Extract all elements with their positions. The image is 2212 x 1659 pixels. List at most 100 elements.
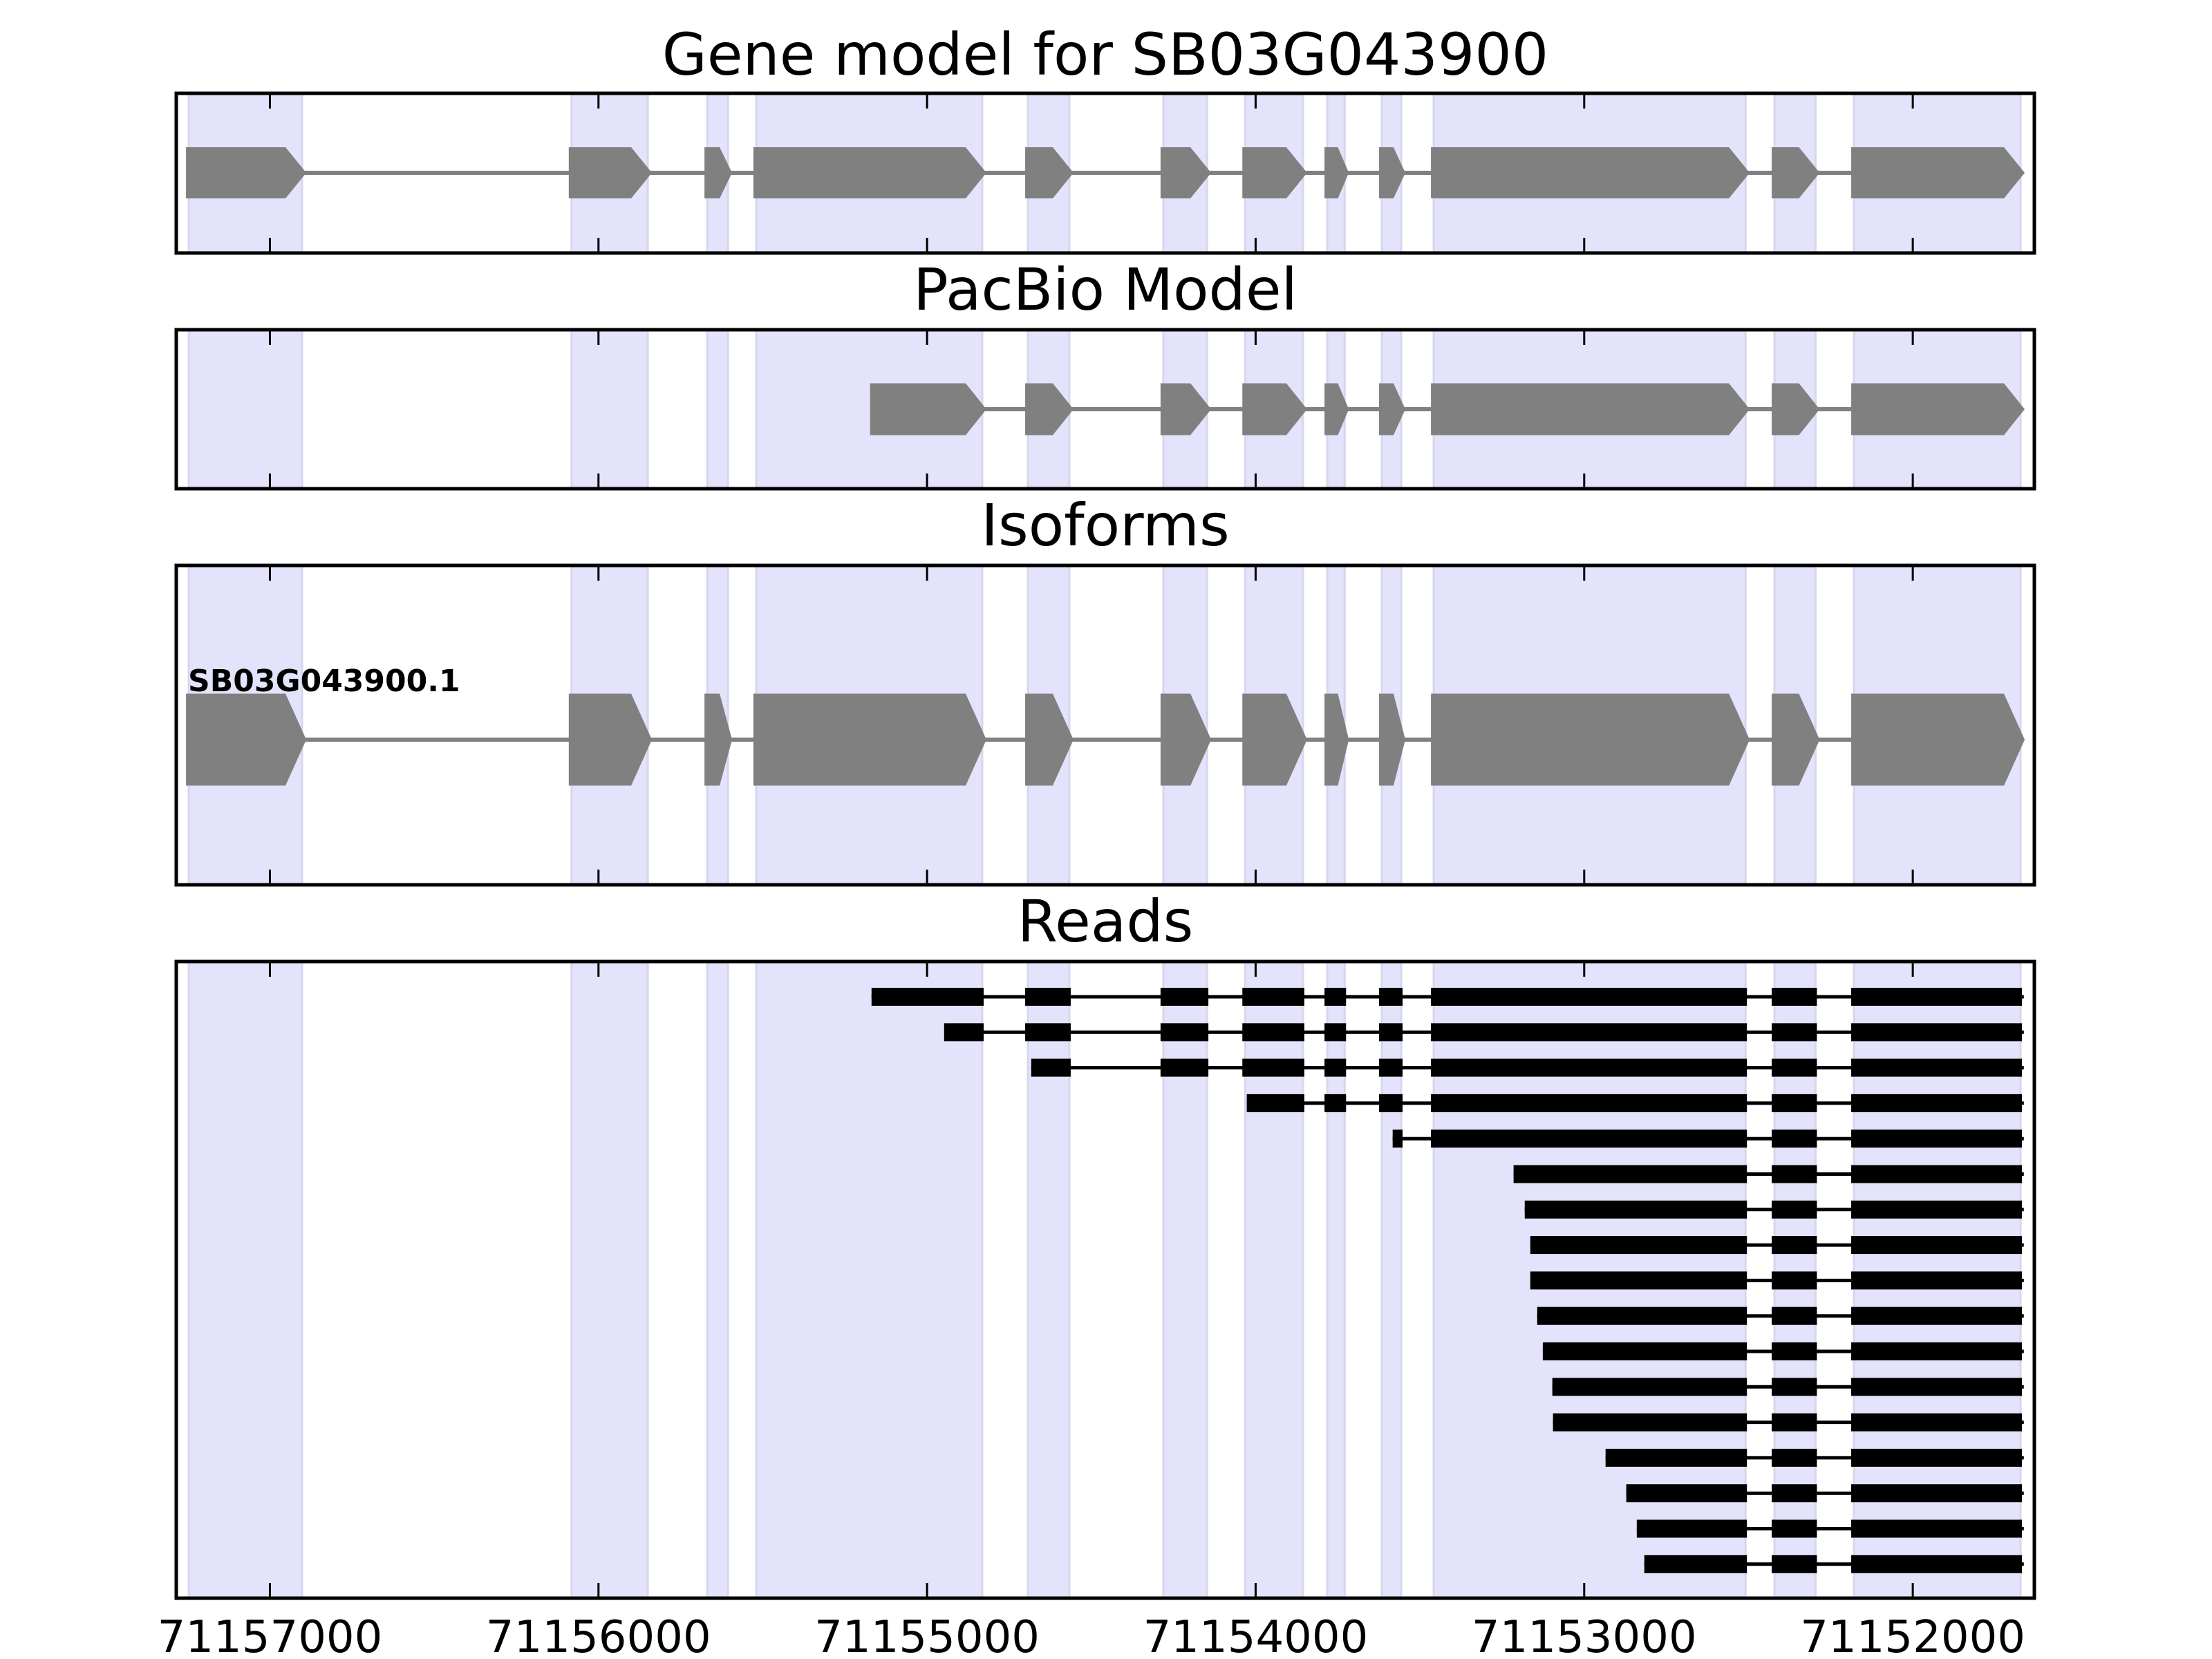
read-exon-block [1246, 1094, 1304, 1112]
read-exon-block [1636, 1519, 1747, 1538]
exon-shade-band [706, 960, 729, 1600]
exon-arrow [1772, 147, 1820, 198]
exon-arrow [568, 693, 653, 786]
panel-title-reads: Reads [1018, 888, 1194, 955]
exon-arrow [1378, 693, 1406, 786]
read-exon-block [1851, 1271, 2023, 1290]
exon-arrow [1160, 693, 1212, 786]
exon-shade-band [570, 960, 649, 1600]
exon-arrow [1851, 693, 2025, 786]
exon-arrow [1160, 147, 1212, 198]
exon-shade-band [1380, 960, 1403, 1600]
read-exon-block [1378, 1023, 1403, 1042]
exon-arrow [1851, 383, 2025, 435]
read-exon-block [1431, 988, 1747, 1006]
read-exon-block [1851, 1413, 2023, 1432]
read-exon-block [1160, 1058, 1209, 1077]
read-exon-block [1851, 1200, 2023, 1219]
read-exon-block [1160, 1023, 1209, 1042]
read-exon-block [1025, 988, 1071, 1006]
read-row [1553, 1413, 2024, 1432]
read-exon-block [1242, 1023, 1304, 1042]
read-exon-block [1851, 1236, 2023, 1255]
exon-shade-band [1027, 960, 1071, 1600]
read-exon-block [1431, 1058, 1747, 1077]
read-exon-block [1851, 1484, 2023, 1503]
read-exon-block [1378, 988, 1403, 1006]
read-exon-block [1025, 1023, 1071, 1042]
exon-arrow [1242, 147, 1307, 198]
exon-arrow [186, 693, 307, 786]
read-exon-block [1772, 1094, 1817, 1112]
read-exon-block [1851, 1306, 2023, 1325]
exon-arrow [1851, 147, 2025, 198]
exon-arrow [1324, 693, 1349, 786]
read-exon-block [1772, 1023, 1817, 1042]
read-exon-block [1530, 1236, 1747, 1255]
read-exon-block [1772, 1130, 1817, 1148]
exon-arrow [1160, 383, 1212, 435]
read-exon-block [1772, 1342, 1817, 1360]
read-exon-block [1772, 1271, 1817, 1290]
exon-arrow [704, 693, 733, 786]
exon-arrow [870, 383, 986, 435]
read-row [1246, 1094, 2024, 1112]
read-exon-block [1772, 1413, 1817, 1432]
read-exon-block [1851, 1519, 2023, 1538]
read-row [1524, 1200, 2024, 1219]
read-exon-block [1851, 1448, 2023, 1467]
exon-arrow [1378, 147, 1406, 198]
exon-arrow [1324, 147, 1349, 198]
read-exon-block [1772, 1200, 1817, 1219]
panel-reads [174, 959, 2036, 1600]
read-exon-block [1530, 1271, 1747, 1290]
panel-isoforms [174, 563, 2036, 887]
x-tick-label: 71152000 [1800, 1612, 2025, 1659]
x-tick-label: 71154000 [1143, 1612, 1369, 1659]
read-row [1537, 1306, 2024, 1325]
read-exon-block [1644, 1555, 1747, 1573]
read-exon-block [1552, 1378, 1747, 1396]
read-exon-block [1851, 1058, 2023, 1077]
exon-arrow [186, 147, 307, 198]
read-exon-block [1772, 1484, 1817, 1503]
exon-arrow [1025, 383, 1074, 435]
read-exon-block [1772, 1165, 1817, 1183]
exon-arrow [1431, 693, 1750, 786]
x-tick-label: 71155000 [814, 1612, 1040, 1659]
panel-frame [174, 563, 2036, 887]
read-exon-block [1324, 1058, 1347, 1077]
exon-shade-band [755, 960, 984, 1600]
exon-shade-band [706, 328, 729, 490]
read-row [1031, 1058, 2024, 1077]
read-exon-block [1324, 1023, 1347, 1042]
read-exon-block [1851, 988, 2023, 1006]
exon-arrow [1025, 147, 1074, 198]
read-row [1644, 1555, 2024, 1573]
read-exon-block [1324, 988, 1347, 1006]
panel-gene-model [174, 91, 2036, 255]
read-exon-block [944, 1023, 984, 1042]
read-exon-block [871, 988, 984, 1006]
read-exon-block [1772, 1378, 1817, 1396]
read-exon-block [1242, 1058, 1304, 1077]
read-row [1605, 1448, 2024, 1467]
read-row [1513, 1165, 2024, 1183]
exon-arrow [753, 147, 986, 198]
exon-arrow [1378, 383, 1406, 435]
read-exon-block [1160, 988, 1209, 1006]
panel-frame [174, 91, 2036, 255]
read-exon-block [1242, 988, 1304, 1006]
panel-title-isoforms: Isoforms [981, 491, 1230, 559]
read-exon-block [1851, 1023, 2023, 1042]
read-row [871, 988, 2024, 1006]
read-exon-block [1626, 1484, 1747, 1503]
read-exon-block [1431, 1130, 1747, 1148]
exon-shade-band [187, 328, 303, 490]
read-row [1552, 1378, 2024, 1396]
x-tick-label: 71156000 [486, 1612, 711, 1659]
exon-arrow [1431, 383, 1750, 435]
read-exon-block [1031, 1058, 1071, 1077]
exon-arrow [1772, 693, 1820, 786]
